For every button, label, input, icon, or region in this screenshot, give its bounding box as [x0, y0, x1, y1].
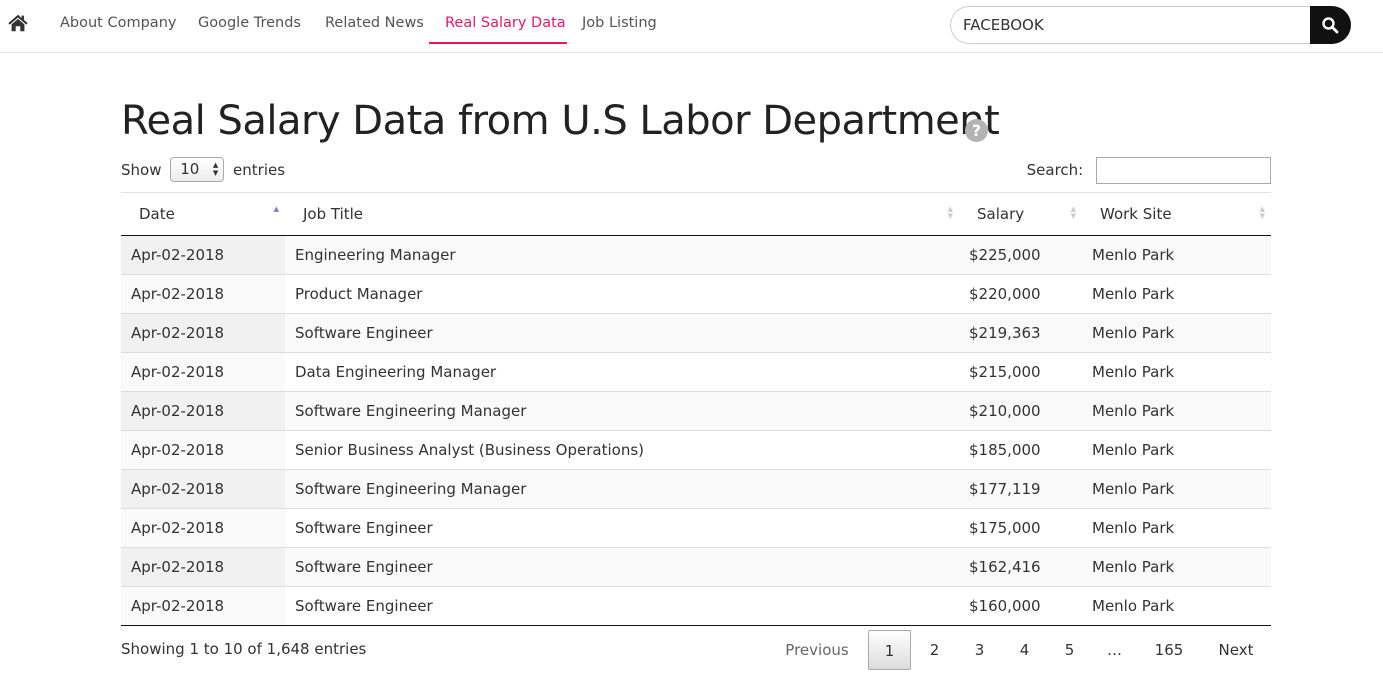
cell-work-site: Menlo Park — [1082, 547, 1271, 587]
cell-date: Apr-02-2018 — [121, 235, 285, 275]
cell-job-title: Software Engineer — [285, 508, 959, 548]
table-row: Apr-02-2018 Senior Business Analyst (Bus… — [121, 430, 1271, 470]
pagination: Previous 1 2 3 4 5 … 165 Next — [0, 630, 1383, 670]
sort-icon: ▲ ▼ — [1259, 205, 1265, 220]
cell-job-title: Senior Business Analyst (Business Operat… — [285, 430, 959, 470]
cell-job-title: Software Engineering Manager — [285, 469, 959, 509]
cell-job-title: Engineering Manager — [285, 235, 959, 275]
pagination-page-5[interactable]: 5 — [1064, 641, 1075, 659]
entries-select[interactable]: 10 ▲ ▼ — [170, 157, 225, 182]
cell-salary: $219,363 — [959, 313, 1082, 353]
table-row: Apr-02-2018 Software Engineer $160,000 M… — [121, 586, 1271, 626]
table-row: Apr-02-2018 Product Manager $220,000 Men… — [121, 274, 1271, 314]
col-header-label: Salary — [977, 205, 1025, 223]
cell-work-site: Menlo Park — [1082, 508, 1271, 548]
cell-job-title: Software Engineering Manager — [285, 391, 959, 431]
table-row: Apr-02-2018 Engineering Manager $225,000… — [121, 235, 1271, 275]
cell-job-title: Software Engineer — [285, 313, 959, 353]
cell-date: Apr-02-2018 — [121, 547, 285, 587]
sort-icon: ▲ ▼ — [947, 205, 953, 220]
home-icon[interactable] — [7, 12, 29, 34]
cell-work-site: Menlo Park — [1082, 469, 1271, 509]
cell-work-site: Menlo Park — [1082, 313, 1271, 353]
cell-work-site: Menlo Park — [1082, 430, 1271, 470]
col-header-job-title[interactable]: Job Title ▲ ▼ — [285, 192, 959, 236]
sort-asc-icon: ▲ — [273, 205, 279, 213]
pagination-page-4[interactable]: 4 — [1019, 641, 1030, 659]
pagination-next[interactable]: Next — [1218, 641, 1254, 659]
entries-length-control: Show 10 ▲ ▼ entries — [121, 157, 285, 183]
cell-date: Apr-02-2018 — [121, 469, 285, 509]
table-search-input[interactable] — [1096, 157, 1271, 184]
table-row: Apr-02-2018 Software Engineer $175,000 M… — [121, 508, 1271, 548]
tab-google-trends[interactable]: Google Trends — [198, 15, 301, 31]
cell-work-site: Menlo Park — [1082, 235, 1271, 275]
cell-date: Apr-02-2018 — [121, 313, 285, 353]
company-search-input[interactable] — [950, 6, 1312, 44]
filter-label: Search: — [1026, 161, 1084, 179]
show-label: Show — [121, 161, 162, 179]
col-header-salary[interactable]: Salary ▲ ▼ — [959, 192, 1082, 236]
pagination-page-165[interactable]: 165 — [1154, 641, 1184, 659]
tab-job-listing[interactable]: Job Listing — [582, 15, 657, 31]
cell-salary: $162,416 — [959, 547, 1082, 587]
cell-salary: $185,000 — [959, 430, 1082, 470]
cell-salary: $225,000 — [959, 235, 1082, 275]
cell-salary: $215,000 — [959, 352, 1082, 392]
entries-select-value: 10 — [180, 160, 200, 178]
cell-date: Apr-02-2018 — [121, 430, 285, 470]
pagination-ellipsis: … — [1107, 641, 1122, 659]
cell-work-site: Menlo Park — [1082, 274, 1271, 314]
tab-related-news[interactable]: Related News — [325, 15, 424, 31]
cell-salary: $177,119 — [959, 469, 1082, 509]
table-row: Apr-02-2018 Software Engineering Manager… — [121, 391, 1271, 431]
table-row: Apr-02-2018 Data Engineering Manager $21… — [121, 352, 1271, 392]
cell-work-site: Menlo Park — [1082, 586, 1271, 626]
table-row: Apr-02-2018 Software Engineer $162,416 M… — [121, 547, 1271, 587]
cell-date: Apr-02-2018 — [121, 586, 285, 626]
pagination-page-3[interactable]: 3 — [974, 641, 985, 659]
table-row: Apr-02-2018 Software Engineering Manager… — [121, 469, 1271, 509]
cell-salary: $220,000 — [959, 274, 1082, 314]
select-arrows-icon: ▲ ▼ — [212, 161, 219, 177]
cell-date: Apr-02-2018 — [121, 391, 285, 431]
cell-job-title: Product Manager — [285, 274, 959, 314]
cell-work-site: Menlo Park — [1082, 352, 1271, 392]
cell-date: Apr-02-2018 — [121, 352, 285, 392]
cell-salary: $160,000 — [959, 586, 1082, 626]
search-icon — [1322, 17, 1339, 34]
tab-real-salary-data[interactable]: Real Salary Data — [429, 0, 567, 44]
table-filter: Search: — [1027, 157, 1271, 184]
help-icon[interactable]: ? — [965, 119, 988, 142]
sort-icon: ▲ ▼ — [1070, 205, 1076, 220]
search-button[interactable] — [1310, 6, 1351, 44]
page-title: Real Salary Data from U.S Labor Departme… — [121, 98, 1000, 144]
cell-date: Apr-02-2018 — [121, 508, 285, 548]
pagination-page-2[interactable]: 2 — [929, 641, 940, 659]
col-header-label: Work Site — [1100, 205, 1172, 223]
cell-job-title: Software Engineer — [285, 547, 959, 587]
col-header-label: Job Title — [303, 205, 364, 223]
col-header-label: Date — [139, 205, 175, 223]
col-header-work-site[interactable]: Work Site ▲ ▼ — [1082, 192, 1271, 236]
top-navbar: About Company Google Trends Related News… — [0, 0, 1383, 53]
entries-label: entries — [233, 161, 286, 179]
table-row: Apr-02-2018 Software Engineer $219,363 M… — [121, 313, 1271, 353]
cell-job-title: Data Engineering Manager — [285, 352, 959, 392]
cell-job-title: Software Engineer — [285, 586, 959, 626]
company-search — [950, 6, 1351, 44]
pagination-page-1[interactable]: 1 — [868, 630, 911, 670]
cell-salary: $210,000 — [959, 391, 1082, 431]
cell-salary: $175,000 — [959, 508, 1082, 548]
table-info: Showing 1 to 10 of 1,648 entries — [121, 640, 367, 658]
tab-about-company[interactable]: About Company — [60, 15, 177, 31]
table-header-row: Date ▲ Job Title ▲ ▼ Salary ▲ ▼ Work Site … — [121, 192, 1271, 236]
cell-date: Apr-02-2018 — [121, 274, 285, 314]
col-header-date[interactable]: Date ▲ — [121, 192, 285, 236]
salary-table: Date ▲ Job Title ▲ ▼ Salary ▲ ▼ Work Site … — [121, 192, 1271, 626]
pagination-previous[interactable]: Previous — [785, 641, 849, 659]
cell-work-site: Menlo Park — [1082, 391, 1271, 431]
